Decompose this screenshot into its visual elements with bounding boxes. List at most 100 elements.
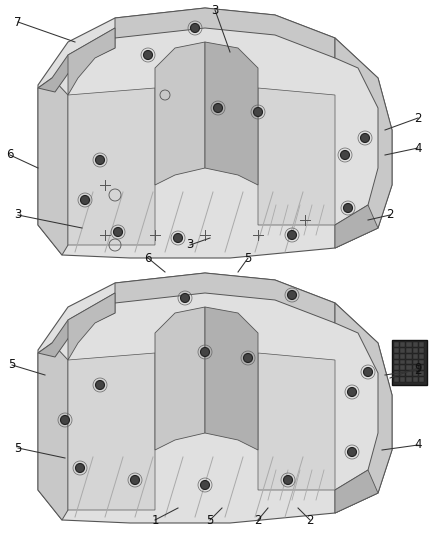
Text: 9: 9 xyxy=(414,361,422,375)
Bar xyxy=(400,354,406,359)
Circle shape xyxy=(244,353,252,362)
Bar xyxy=(419,372,424,376)
Polygon shape xyxy=(155,307,205,450)
Bar xyxy=(406,377,412,382)
Polygon shape xyxy=(205,42,258,185)
Circle shape xyxy=(213,103,223,112)
Bar xyxy=(394,342,399,347)
Bar xyxy=(400,372,406,376)
Text: 7: 7 xyxy=(14,15,22,28)
Text: 3: 3 xyxy=(14,208,22,222)
Bar xyxy=(392,340,427,385)
Bar xyxy=(419,366,424,370)
Bar xyxy=(406,342,412,347)
Polygon shape xyxy=(335,38,392,248)
Text: 2: 2 xyxy=(414,364,422,376)
Polygon shape xyxy=(258,88,335,225)
Text: 2: 2 xyxy=(306,513,314,527)
Text: 2: 2 xyxy=(414,111,422,125)
Text: 4: 4 xyxy=(414,141,422,155)
Polygon shape xyxy=(155,42,205,185)
Bar xyxy=(419,377,424,382)
Text: 2: 2 xyxy=(254,513,262,527)
Circle shape xyxy=(343,204,353,213)
Polygon shape xyxy=(258,353,335,490)
Bar xyxy=(406,366,412,370)
Circle shape xyxy=(360,133,370,142)
Circle shape xyxy=(81,196,89,205)
Polygon shape xyxy=(38,273,392,523)
Circle shape xyxy=(173,233,183,243)
Polygon shape xyxy=(68,28,115,95)
Bar xyxy=(400,360,406,365)
Text: 6: 6 xyxy=(6,149,14,161)
Bar xyxy=(419,354,424,359)
Bar xyxy=(413,366,418,370)
Text: 5: 5 xyxy=(206,513,214,527)
Circle shape xyxy=(283,475,293,484)
Circle shape xyxy=(131,475,139,484)
Text: 4: 4 xyxy=(414,439,422,451)
Polygon shape xyxy=(68,353,155,510)
Circle shape xyxy=(144,51,152,60)
Circle shape xyxy=(287,290,297,300)
Circle shape xyxy=(347,448,357,456)
Circle shape xyxy=(95,381,105,390)
Circle shape xyxy=(191,23,199,33)
Bar xyxy=(413,372,418,376)
Bar xyxy=(400,342,406,347)
Text: 5: 5 xyxy=(14,441,22,455)
Polygon shape xyxy=(38,78,68,255)
Circle shape xyxy=(180,294,190,303)
Bar xyxy=(406,372,412,376)
Polygon shape xyxy=(335,303,392,513)
Bar xyxy=(400,348,406,353)
Circle shape xyxy=(201,481,209,489)
Bar xyxy=(394,377,399,382)
Bar xyxy=(394,372,399,376)
Circle shape xyxy=(340,150,350,159)
Polygon shape xyxy=(38,28,115,92)
Bar xyxy=(394,366,399,370)
Polygon shape xyxy=(68,88,155,245)
Circle shape xyxy=(113,228,123,237)
Bar xyxy=(394,360,399,365)
Text: 6: 6 xyxy=(144,252,152,264)
Circle shape xyxy=(75,464,85,472)
Bar xyxy=(394,354,399,359)
Circle shape xyxy=(60,416,70,424)
Circle shape xyxy=(347,387,357,397)
Polygon shape xyxy=(115,273,335,323)
Bar xyxy=(413,342,418,347)
Circle shape xyxy=(254,108,262,117)
Circle shape xyxy=(201,348,209,357)
Bar xyxy=(400,366,406,370)
Bar xyxy=(419,348,424,353)
Polygon shape xyxy=(335,470,378,513)
Polygon shape xyxy=(335,205,378,248)
Polygon shape xyxy=(68,293,115,360)
Bar xyxy=(400,377,406,382)
Circle shape xyxy=(95,156,105,165)
Circle shape xyxy=(287,230,297,239)
Text: 3: 3 xyxy=(186,238,194,252)
Polygon shape xyxy=(38,293,115,357)
Bar xyxy=(413,377,418,382)
Text: 3: 3 xyxy=(211,4,219,17)
Polygon shape xyxy=(38,8,392,258)
Bar xyxy=(394,348,399,353)
Polygon shape xyxy=(38,343,68,520)
Bar xyxy=(413,354,418,359)
Bar xyxy=(419,360,424,365)
Bar xyxy=(413,360,418,365)
Text: 1: 1 xyxy=(151,513,159,527)
Circle shape xyxy=(364,367,372,376)
Bar xyxy=(406,348,412,353)
Text: 5: 5 xyxy=(8,359,16,372)
Bar xyxy=(413,348,418,353)
Polygon shape xyxy=(115,8,335,58)
Bar xyxy=(406,354,412,359)
Bar xyxy=(406,360,412,365)
Polygon shape xyxy=(205,307,258,450)
Text: 2: 2 xyxy=(386,208,394,222)
